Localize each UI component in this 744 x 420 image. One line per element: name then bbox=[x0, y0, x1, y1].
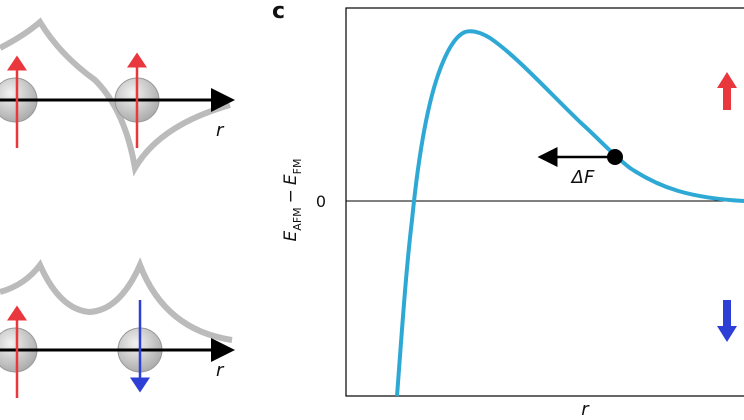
x-axis-label: r bbox=[581, 399, 590, 420]
panel-antiferro: r bbox=[0, 257, 235, 398]
panel-c: c 0 EAFM−EFM r ΔF bbox=[272, 0, 744, 420]
spin-down-icon bbox=[717, 300, 737, 342]
plot-frame bbox=[345, 7, 744, 397]
state-dot bbox=[607, 149, 623, 165]
potential-curve bbox=[0, 257, 233, 343]
panel-label: c bbox=[272, 0, 285, 24]
potential-curve bbox=[0, 17, 231, 177]
y-label-part: − bbox=[281, 189, 301, 203]
spin-up-icon bbox=[717, 72, 737, 110]
panel-ferro: r bbox=[0, 17, 235, 177]
arrow-label: ΔF bbox=[570, 167, 595, 188]
axis-label: r bbox=[216, 120, 225, 141]
y-label-part: AFM bbox=[291, 207, 304, 230]
svg-text:EAFM−EFM: EAFM−EFM bbox=[281, 159, 304, 242]
axis-label: r bbox=[216, 360, 225, 381]
energy-curve bbox=[395, 29, 744, 397]
y-label-part: E bbox=[281, 174, 301, 185]
y-label-part: E bbox=[281, 230, 301, 241]
y-axis-label: EAFM−EFM bbox=[281, 159, 304, 242]
y-tick-label: 0 bbox=[316, 192, 326, 211]
y-label-part: FM bbox=[291, 159, 304, 175]
